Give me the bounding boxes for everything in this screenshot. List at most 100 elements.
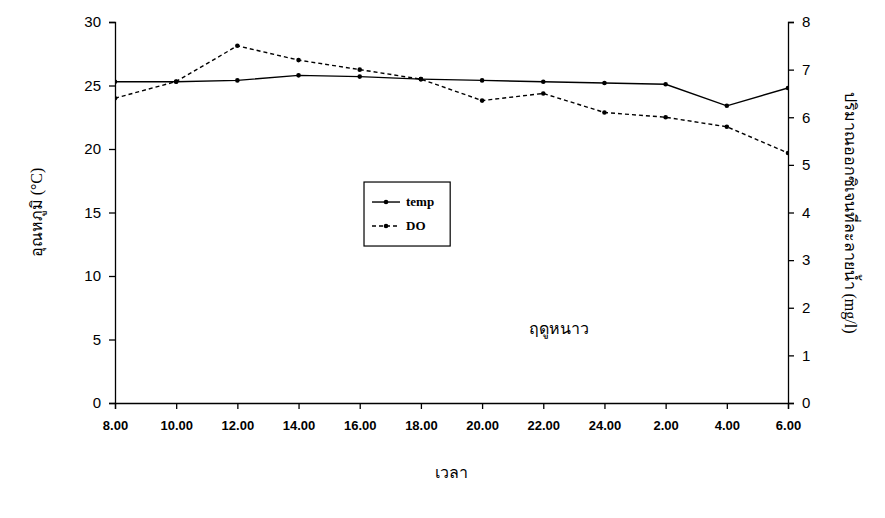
y-axis-tick-mark bbox=[109, 403, 115, 404]
y-axis-tick: 20 bbox=[84, 140, 115, 157]
y2-axis-tick-label: 2 bbox=[802, 299, 810, 316]
y2-axis-tick-label: 6 bbox=[802, 109, 810, 126]
chart: 8.0010.0012.0014.0016.0018.0020.0022.002… bbox=[0, 0, 885, 518]
y2-axis-tick: 1 bbox=[788, 347, 810, 364]
y2-axis-tick-label: 3 bbox=[802, 251, 810, 268]
y2-axis-tick: 2 bbox=[788, 299, 810, 316]
x-axis-line bbox=[116, 404, 789, 410]
y2-axis-tick: 0 bbox=[788, 394, 810, 411]
x-axis-tick-label: 22.00 bbox=[527, 418, 560, 433]
y2-axis-tick: 5 bbox=[788, 156, 810, 173]
y2-axis-tick-label: 8 bbox=[802, 13, 810, 30]
series-marker bbox=[296, 73, 301, 78]
x-axis-tick-label: 6.00 bbox=[776, 418, 801, 433]
y2-axis-tick-mark bbox=[788, 22, 794, 23]
y-axis: 0 5 10 15 20 25 30 bbox=[84, 13, 115, 411]
series-marker bbox=[115, 96, 117, 101]
x-axis-tick: 18.00 bbox=[405, 403, 438, 433]
x-axis-tick-label: 18.00 bbox=[405, 418, 438, 433]
x-axis-tick-mark bbox=[176, 403, 177, 409]
y-axis-tick-label: 0 bbox=[93, 394, 101, 411]
legend: temp DO bbox=[364, 182, 450, 246]
series-marker bbox=[174, 79, 179, 84]
x-axis: 8.0010.0012.0014.0016.0018.0020.0022.002… bbox=[103, 403, 801, 433]
y-axis-tick: 30 bbox=[84, 13, 115, 30]
series-marker bbox=[663, 115, 668, 120]
y-axis-tick-mark bbox=[109, 212, 115, 213]
x-axis-tick-mark bbox=[543, 403, 544, 409]
x-axis-tick-mark bbox=[604, 403, 605, 409]
y-axis-tick: 10 bbox=[84, 267, 115, 284]
series-marker bbox=[235, 78, 240, 83]
y-axis-tick-label: 30 bbox=[84, 13, 101, 30]
series-marker bbox=[725, 124, 730, 129]
y2-axis-tick: 8 bbox=[788, 13, 810, 30]
legend-marker bbox=[384, 200, 389, 205]
legend-frame bbox=[364, 182, 450, 246]
y-axis-tick-label: 25 bbox=[84, 77, 101, 94]
x-axis-tick-mark bbox=[298, 403, 299, 409]
y-axis-title: อุณหภูมิ (°C) bbox=[28, 168, 47, 258]
legend-label: temp bbox=[406, 194, 434, 209]
series-marker bbox=[296, 58, 301, 63]
series-marker bbox=[419, 77, 424, 82]
x-axis-tick: 6.00 bbox=[776, 403, 801, 433]
y2-axis-tick: 3 bbox=[788, 251, 810, 268]
series-marker bbox=[786, 151, 788, 156]
x-axis-tick-label: 4.00 bbox=[715, 418, 740, 433]
x-axis-tick-mark bbox=[421, 403, 422, 409]
series-marker bbox=[480, 98, 485, 103]
plot: 8.0010.0012.0014.0016.0018.0020.0022.002… bbox=[84, 13, 810, 433]
series-marker bbox=[235, 44, 240, 49]
series-marker bbox=[725, 104, 730, 109]
y2-axis-tick-label: 7 bbox=[802, 61, 810, 78]
legend-marker bbox=[384, 224, 389, 229]
series-marker bbox=[419, 77, 424, 82]
y-axis-tick: 15 bbox=[84, 204, 115, 221]
y2-axis-tick-mark bbox=[788, 403, 794, 404]
y-axis-tick-mark bbox=[109, 339, 115, 340]
y2-axis-tick-mark bbox=[788, 69, 794, 70]
series-marker bbox=[357, 74, 362, 79]
x-axis-tick-label: 2.00 bbox=[653, 418, 678, 433]
x-axis-tick: 2.00 bbox=[653, 403, 678, 433]
y-axis-tick-label: 10 bbox=[84, 267, 101, 284]
y-axis-tick-label: 15 bbox=[84, 204, 101, 221]
series-marker bbox=[115, 79, 117, 84]
series-group bbox=[115, 44, 788, 156]
y2-axis-tick-mark bbox=[788, 117, 794, 118]
series-marker bbox=[663, 82, 668, 87]
x-axis-tick: 14.00 bbox=[283, 403, 316, 433]
legend-label: DO bbox=[406, 218, 426, 233]
y-axis-tick-label: 5 bbox=[93, 331, 101, 348]
y-axis-tick: 25 bbox=[84, 77, 115, 94]
x-axis-tick-label: 20.00 bbox=[466, 418, 499, 433]
y-axis-line bbox=[109, 23, 116, 404]
x-axis-title: เวลา bbox=[435, 464, 468, 481]
x-axis-tick: 8.00 bbox=[103, 403, 128, 433]
series-marker bbox=[602, 110, 607, 115]
y-axis-tick-mark bbox=[109, 149, 115, 150]
series-marker bbox=[480, 78, 485, 83]
y2-axis-tick: 7 bbox=[788, 61, 810, 78]
x-axis-tick-label: 24.00 bbox=[589, 418, 622, 433]
y2-axis-tick-mark bbox=[788, 260, 794, 261]
y-axis-tick-label: 20 bbox=[84, 140, 101, 157]
y-axis-tick-mark bbox=[109, 85, 115, 86]
y-axis-tick: 5 bbox=[93, 331, 115, 348]
x-axis-tick-mark bbox=[237, 403, 238, 409]
y2-axis-tick-mark bbox=[788, 355, 794, 356]
y2-axis-tick-mark bbox=[788, 165, 794, 166]
x-axis-tick-mark bbox=[665, 403, 666, 409]
x-axis-tick: 20.00 bbox=[466, 403, 499, 433]
y-axis-tick-mark bbox=[109, 22, 115, 23]
series-marker bbox=[786, 86, 788, 91]
x-axis-tick-label: 8.00 bbox=[103, 418, 128, 433]
x-axis-tick-mark bbox=[360, 403, 361, 409]
x-axis-tick-label: 16.00 bbox=[344, 418, 377, 433]
x-axis-tick: 22.00 bbox=[527, 403, 560, 433]
y2-axis-tick: 6 bbox=[788, 109, 810, 126]
x-axis-tick: 24.00 bbox=[589, 403, 622, 433]
annotation: ฤดูหนาว bbox=[529, 320, 589, 339]
y-axis-tick-mark bbox=[109, 276, 115, 277]
